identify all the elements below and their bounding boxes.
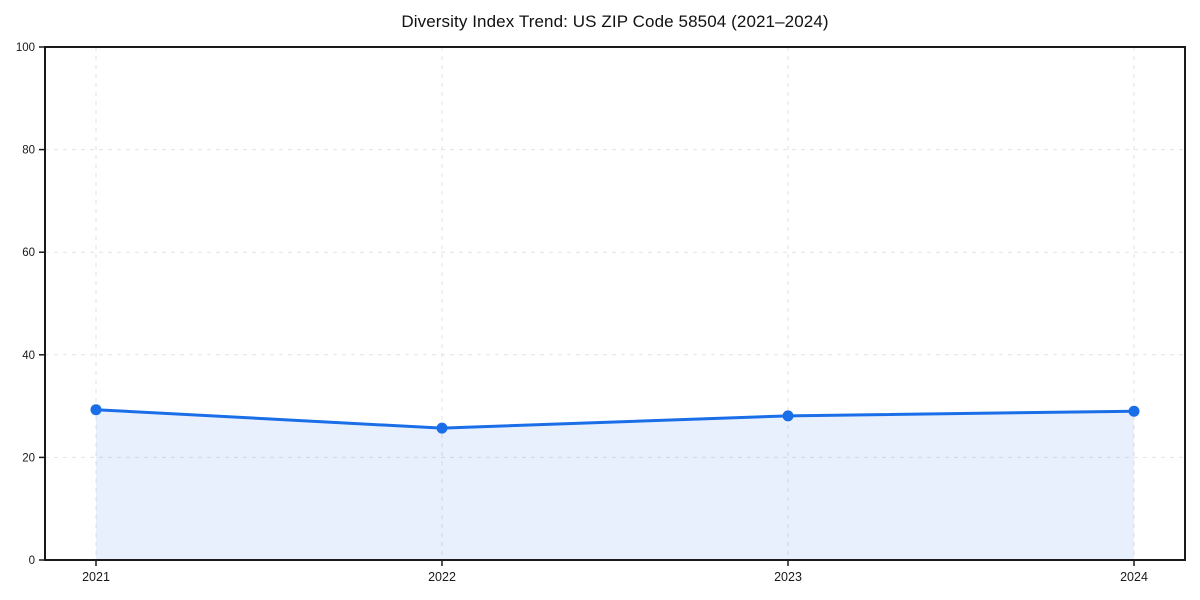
y-tick-label: 60 (22, 247, 35, 259)
data-point-2024 (1128, 405, 1140, 417)
area-fill (96, 409, 1134, 560)
chart-title: Diversity Index Trend: US ZIP Code 58504… (401, 12, 829, 31)
x-tick-label: 2022 (428, 570, 456, 584)
axis-spines (44, 46, 1186, 561)
y-tick-label: 100 (16, 42, 35, 54)
trend-line (94, 408, 1136, 430)
data-point-2021 (90, 404, 102, 416)
data-point-2022 (436, 422, 448, 434)
y-tick-label: 80 (22, 145, 35, 157)
y-tick-label: 0 (29, 555, 35, 567)
x-tick-label: 2024 (1120, 570, 1148, 584)
data-point-2023 (782, 410, 794, 422)
y-tick-label: 20 (22, 452, 35, 464)
x-tick-label: 2021 (82, 570, 110, 584)
x-tick-label: 2023 (774, 570, 802, 584)
y-tick-label: 40 (22, 350, 35, 362)
